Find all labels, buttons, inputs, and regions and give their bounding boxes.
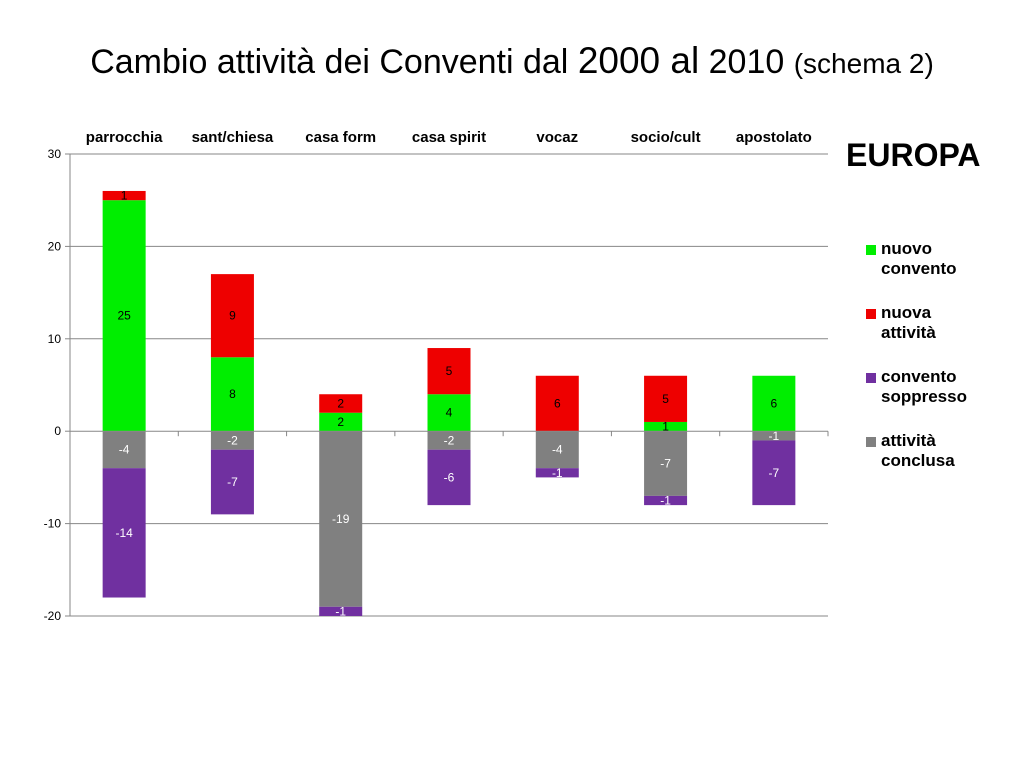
bar-segment-nuova-attivit [319, 394, 363, 413]
legend-label: convento [881, 259, 957, 278]
data-label: 1 [121, 189, 128, 203]
y-tick-label: -10 [44, 517, 62, 531]
data-label: 2 [337, 415, 344, 429]
slide-title: Cambio attività dei Conventi dal 2000 al… [0, 40, 1024, 82]
data-label: 1 [662, 420, 669, 434]
legend-label: conclusa [881, 451, 955, 470]
category-label: vocaz [536, 129, 578, 146]
data-label: -4 [119, 443, 130, 457]
legend-swatch-nuova-attivit [866, 309, 876, 319]
title-part-1: Cambio attività dei Conventi dal [90, 43, 578, 81]
data-label: -19 [332, 512, 350, 526]
title-part-2: 2000 al [577, 40, 700, 81]
title-part-4: (schema 2) [793, 48, 934, 79]
category-label: casa spirit [412, 129, 486, 146]
legend-label: convento [881, 367, 957, 386]
data-label: -2 [227, 433, 238, 447]
bar-segment-nuovo-convento [752, 375, 796, 432]
category-label: socio/cult [631, 129, 701, 146]
y-tick-label: 20 [48, 239, 62, 253]
data-label: -7 [660, 457, 671, 471]
y-tick-label: -20 [44, 609, 62, 623]
legend-swatch-attivit-conclusa [866, 437, 876, 447]
bar-segment-nuovo-convento [644, 421, 688, 432]
bar-segment-nuova-attivit [427, 348, 471, 395]
bar-segment-nuovo-convento [427, 394, 471, 432]
bar-segment-convento-soppresso [752, 440, 796, 506]
data-label: -6 [444, 470, 455, 484]
bar-segment-convento-soppresso [210, 449, 254, 515]
legend-label: nuova [881, 303, 932, 322]
bar-segment-convento-soppresso [427, 449, 471, 506]
legend-label: attività [881, 323, 936, 342]
bar-segment-nuovo-convento [319, 412, 363, 432]
legend-label: attività [881, 431, 936, 450]
category-label: sant/chiesa [192, 129, 274, 146]
data-label: -4 [552, 443, 563, 457]
bar-segment-nuova-attivit [210, 274, 254, 358]
bar-segment-convento-soppresso [535, 468, 579, 478]
bar-segment-nuova-attivit [535, 375, 579, 432]
y-tick-label: 30 [48, 147, 62, 161]
y-tick-label: 0 [54, 424, 61, 438]
data-label: -2 [444, 433, 455, 447]
data-label: 6 [554, 396, 561, 410]
data-label: -1 [335, 604, 346, 618]
y-tick-label: 10 [48, 332, 62, 346]
category-label: apostolato [736, 129, 812, 146]
legend-swatch-nuovo-convento [866, 245, 876, 255]
legend-label: nuovo [881, 239, 932, 258]
bar-segment-nuovo-convento [102, 200, 146, 432]
bar-segment-attivit-conclusa [752, 431, 796, 441]
data-label: 5 [446, 364, 453, 378]
bar-segment-nuovo-convento [210, 357, 254, 432]
data-label: -1 [769, 429, 780, 443]
bar-segment-attivit-conclusa [102, 431, 146, 469]
data-label: -7 [769, 466, 780, 480]
bar-segment-attivit-conclusa [535, 431, 579, 469]
title-part-3: 2010 [699, 43, 794, 81]
data-label: -1 [552, 466, 563, 480]
category-label: casa form [305, 129, 376, 146]
data-label: 9 [229, 309, 236, 323]
data-label: 2 [337, 396, 344, 410]
bar-segment-attivit-conclusa [427, 431, 471, 450]
region-label: EUROPA [846, 137, 981, 173]
data-label: -7 [227, 475, 238, 489]
bar-segment-convento-soppresso [644, 495, 688, 506]
bar-segment-nuova-attivit [102, 190, 146, 201]
bar-segment-convento-soppresso [319, 606, 363, 616]
category-label: parrocchia [86, 129, 163, 146]
data-label: -14 [115, 526, 133, 540]
bar-segment-nuova-attivit [644, 375, 688, 422]
bar-segment-attivit-conclusa [210, 431, 254, 450]
data-label: 5 [662, 392, 669, 406]
data-label: 25 [117, 309, 131, 323]
data-label: 6 [771, 396, 778, 410]
bar-segment-attivit-conclusa [644, 431, 688, 496]
data-label: 4 [446, 406, 453, 420]
data-label: -1 [660, 494, 671, 508]
bar-segment-convento-soppresso [102, 468, 146, 598]
bar-segment-attivit-conclusa [319, 431, 363, 607]
legend-swatch-convento-soppresso [866, 373, 876, 383]
legend-label: soppresso [881, 387, 967, 406]
data-label: 8 [229, 387, 236, 401]
